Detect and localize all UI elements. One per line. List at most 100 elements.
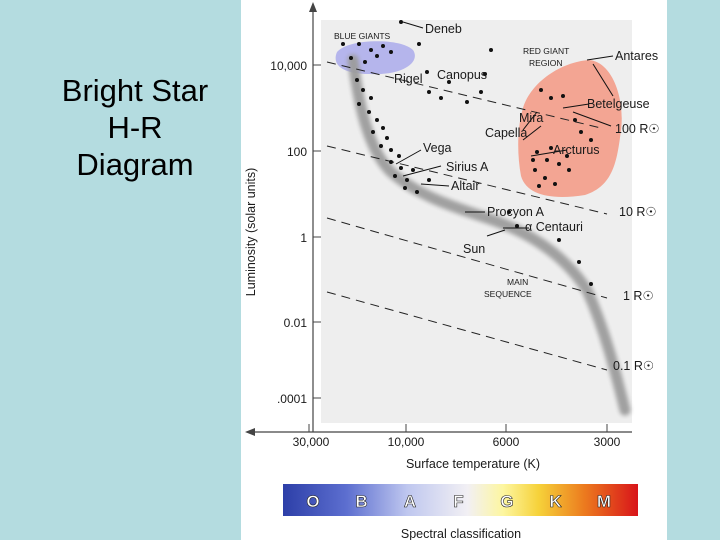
y-axis-arrow bbox=[309, 2, 317, 12]
star-dot bbox=[567, 168, 571, 172]
x-tick-label: 3000 bbox=[594, 435, 621, 449]
star-dot bbox=[515, 224, 519, 228]
y-tick-label: 10,000 bbox=[270, 59, 307, 73]
star-dot bbox=[361, 88, 365, 92]
star-dot bbox=[363, 60, 367, 64]
star-dot bbox=[577, 260, 581, 264]
star-label-alpha-centauri: α Centauri bbox=[525, 220, 583, 234]
star-dot bbox=[465, 100, 469, 104]
star-dot bbox=[531, 158, 535, 162]
spectral-class-f: F bbox=[453, 492, 463, 511]
star-dot bbox=[357, 102, 361, 106]
star-dot bbox=[427, 90, 431, 94]
radius-label-1: 1 R☉ bbox=[623, 289, 654, 303]
star-dot bbox=[589, 282, 593, 286]
star-dot bbox=[349, 56, 353, 60]
star-dot bbox=[489, 48, 493, 52]
y-axis-label: Luminosity (solar units) bbox=[244, 168, 258, 297]
star-label-procyon-a: Procyon A bbox=[487, 205, 545, 219]
star-dot bbox=[589, 138, 593, 142]
star-label-arcturus: Arcturus bbox=[553, 143, 600, 157]
star-dot bbox=[399, 20, 403, 24]
star-dot bbox=[539, 88, 543, 92]
star-dot bbox=[367, 110, 371, 114]
star-dot bbox=[579, 130, 583, 134]
spectral-class-b: B bbox=[355, 492, 367, 511]
region-label-main-sequence: MAIN SEQUENCE bbox=[484, 277, 532, 299]
x-tick-label: 6000 bbox=[493, 435, 520, 449]
star-dot bbox=[549, 146, 553, 150]
title-line-2: H-R bbox=[107, 110, 163, 145]
star-dot bbox=[369, 96, 373, 100]
radius-label-100: 100 R☉ bbox=[615, 122, 660, 136]
spectral-class-o: O bbox=[306, 492, 319, 511]
star-label-betelgeuse: Betelgeuse bbox=[587, 97, 650, 111]
star-dot bbox=[355, 78, 359, 82]
title-line-3: Diagram bbox=[76, 147, 194, 182]
spectral-class-m: M bbox=[597, 492, 611, 511]
slide-title: Bright Star H-R Diagram bbox=[30, 72, 240, 183]
y-tick-label: .0001 bbox=[277, 392, 307, 406]
star-label-deneb: Deneb bbox=[425, 22, 462, 36]
star-dot bbox=[375, 54, 379, 58]
star-dot bbox=[389, 160, 393, 164]
star-dot bbox=[341, 42, 345, 46]
region-label-blue-giants: BLUE GIANTS bbox=[334, 31, 391, 41]
star-label-altair: Altair bbox=[451, 179, 479, 193]
star-label-capella: Capella bbox=[485, 126, 527, 140]
star-dot bbox=[535, 150, 539, 154]
star-dot bbox=[425, 70, 429, 74]
star-dot bbox=[553, 182, 557, 186]
x-tick-label: 30,000 bbox=[293, 435, 330, 449]
star-dot bbox=[371, 130, 375, 134]
star-dot bbox=[545, 158, 549, 162]
x-ticks bbox=[308, 424, 608, 432]
star-dot bbox=[357, 42, 361, 46]
y-tick-label: 0.01 bbox=[284, 316, 308, 330]
spectral-bar-label: Spectral classification bbox=[401, 527, 521, 540]
star-dot bbox=[417, 42, 421, 46]
star-dot bbox=[405, 178, 409, 182]
y-ticks bbox=[313, 64, 321, 399]
star-dot bbox=[403, 186, 407, 190]
star-dot bbox=[507, 210, 511, 214]
star-dot bbox=[557, 162, 561, 166]
star-dot bbox=[573, 118, 577, 122]
star-label-rigel: Rigel bbox=[394, 72, 423, 86]
star-dot bbox=[537, 184, 541, 188]
hr-diagram-svg: 10,000 100 1 0.01 .0001 Luminosity (sola… bbox=[244, 2, 660, 540]
radius-lines bbox=[326, 61, 608, 371]
star-dot bbox=[385, 136, 389, 140]
star-label-mira: Mira bbox=[519, 111, 543, 125]
star-dot bbox=[479, 90, 483, 94]
star-dot bbox=[561, 94, 565, 98]
radius-label-0.1: 0.1 R☉ bbox=[613, 359, 654, 373]
star-dot bbox=[389, 50, 393, 54]
spectral-class-k: K bbox=[549, 492, 562, 511]
star-dot bbox=[549, 96, 553, 100]
leader-lines bbox=[395, 21, 614, 237]
red-giant-region bbox=[518, 60, 622, 197]
star-dot bbox=[381, 126, 385, 130]
hr-diagram-figure: 10,000 100 1 0.01 .0001 Luminosity (sola… bbox=[241, 0, 667, 540]
star-dot bbox=[439, 96, 443, 100]
title-line-1: Bright Star bbox=[61, 73, 209, 108]
star-label-antares: Antares bbox=[615, 49, 658, 63]
star-dot bbox=[369, 48, 373, 52]
star-dot bbox=[379, 144, 383, 148]
main-sequence-band bbox=[347, 54, 631, 416]
radius-label-10: 10 R☉ bbox=[619, 205, 657, 219]
star-dot bbox=[375, 118, 379, 122]
star-dot bbox=[543, 176, 547, 180]
star-label-vega: Vega bbox=[423, 141, 452, 155]
star-label-sun: Sun bbox=[463, 242, 485, 256]
star-dot bbox=[393, 174, 397, 178]
star-dot bbox=[447, 80, 451, 84]
star-label-sirius-a: Sirius A bbox=[446, 160, 489, 174]
star-dot bbox=[411, 168, 415, 172]
star-dot bbox=[533, 168, 537, 172]
region-label-red-giant: RED GIANT REGION bbox=[523, 46, 569, 68]
star-dot bbox=[483, 72, 487, 76]
star-dots bbox=[341, 20, 593, 286]
